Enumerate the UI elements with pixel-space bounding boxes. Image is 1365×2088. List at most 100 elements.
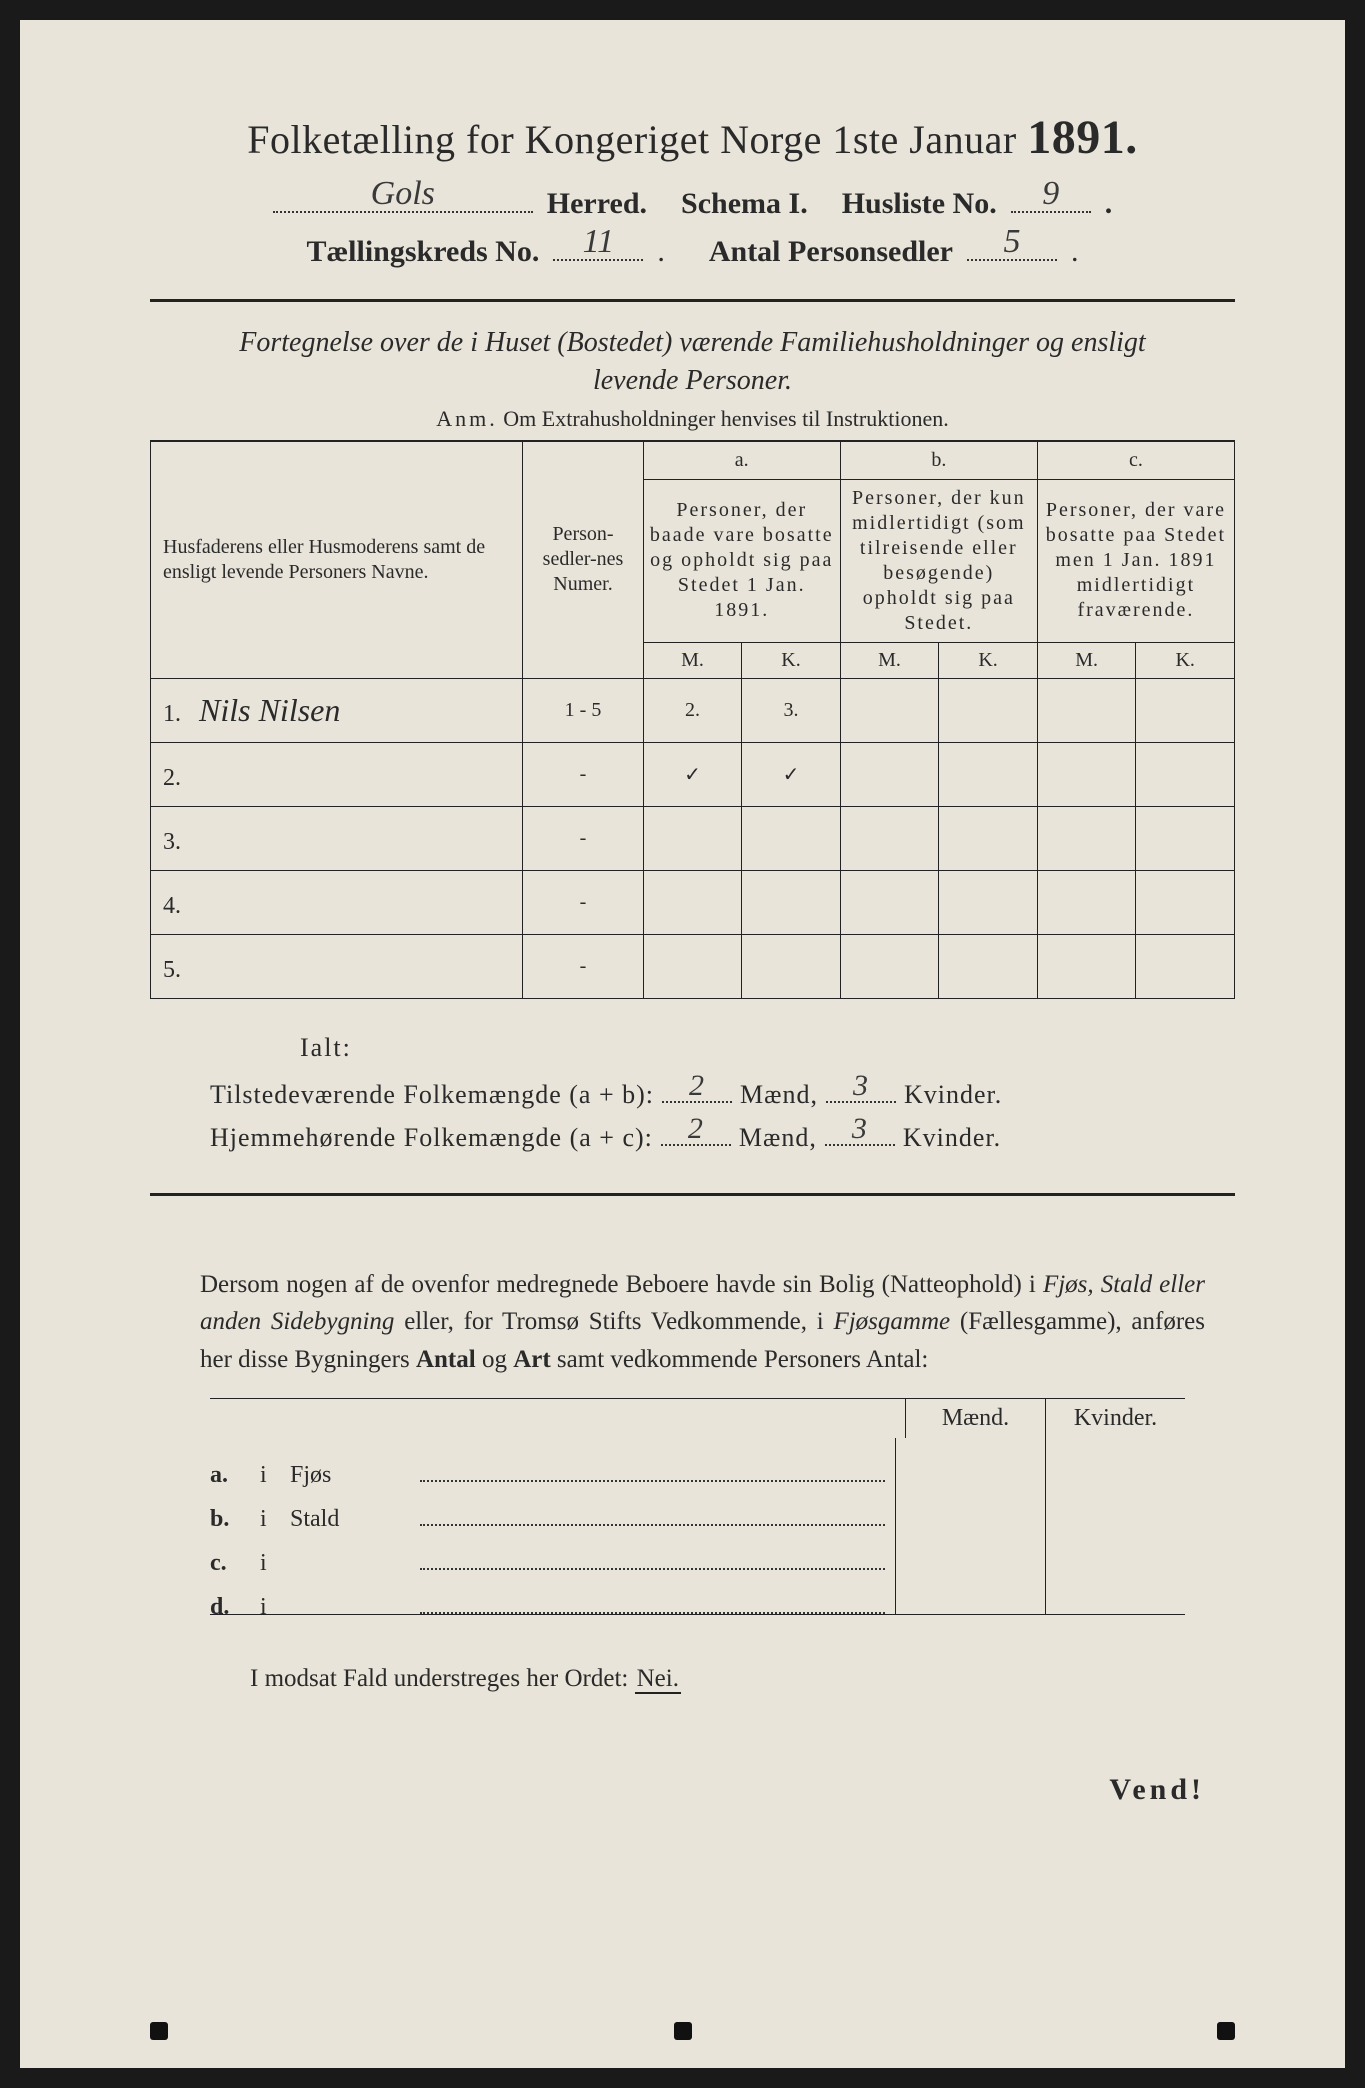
table-row: 5. -: [151, 934, 1235, 998]
nei-word: Nei.: [635, 1665, 681, 1694]
kreds-dot: .: [657, 235, 665, 269]
col-b-label: b.: [840, 441, 1037, 479]
row-name: 3.: [151, 806, 523, 870]
totals-kvinder: Kvinder.: [903, 1123, 1001, 1153]
para-t5: samt vedkommende Personers Antal:: [551, 1346, 929, 1373]
col-a-label: a.: [643, 441, 840, 479]
bygn-lbl: b.: [210, 1506, 250, 1533]
col-a-k: K.: [742, 642, 841, 678]
bygn-k-cell: [1045, 1438, 1185, 1482]
paragraph: Dersom nogen af de ovenfor medregnede Be…: [200, 1266, 1205, 1379]
bygn-dots: [420, 1595, 885, 1614]
row-b-m: [840, 870, 939, 934]
bygn-name: Stald: [290, 1506, 410, 1533]
col-c-m: M.: [1037, 642, 1136, 678]
husliste-value: 9: [1042, 175, 1059, 213]
row-name: 1. Nils Nilsen: [151, 678, 523, 742]
row-c-m: [1037, 934, 1136, 998]
bygn-m-cell: [895, 1526, 1035, 1570]
row-b-m: [840, 806, 939, 870]
bygninger-bottom-rule: [210, 1614, 1185, 1615]
census-form-page: Folketælling for Kongeriget Norge 1ste J…: [20, 20, 1345, 2068]
husliste-label: Husliste No.: [842, 187, 997, 221]
title-prefix: Folketælling for Kongeriget Norge 1ste J…: [247, 117, 1016, 162]
col-name-text: Husfaderens eller Husmoderens samt de en…: [163, 536, 485, 583]
totals-2-label: Hjemmehørende Folkemængde (a + c):: [210, 1123, 653, 1153]
row-a-k: [742, 806, 841, 870]
punch-hole-icon: [1217, 2022, 1235, 2040]
row-c-k: [1136, 806, 1235, 870]
antal-field: 5: [967, 231, 1057, 261]
punch-hole-icon: [150, 2022, 168, 2040]
divider-1: [150, 299, 1235, 302]
para-t2: eller, for Tromsø Stifts Vedkommende, i: [394, 1308, 833, 1335]
bygn-row: d.i: [210, 1570, 1185, 1614]
row-c-m: [1037, 806, 1136, 870]
table-row: 1. Nils Nilsen1 - 52.3.: [151, 678, 1235, 742]
totals-maend: Mænd,: [739, 1123, 817, 1153]
bygn-dots: [420, 1463, 885, 1482]
row-b-k: [939, 678, 1038, 742]
bygn-i: i: [260, 1550, 280, 1577]
table-row: 3. -: [151, 806, 1235, 870]
table-row: 4. -: [151, 870, 1235, 934]
row-b-k: [939, 742, 1038, 806]
totals-2-k-field: 3: [825, 1120, 895, 1146]
row-a-k: [742, 934, 841, 998]
bygn-k-cell: [1045, 1526, 1185, 1570]
row-num: -: [523, 806, 643, 870]
herred-field: Gols: [273, 183, 533, 213]
nei-line: I modsat Fald understreges her Ordet: Ne…: [250, 1665, 1235, 1693]
anm-text: Om Extrahusholdninger henvises til Instr…: [503, 406, 948, 431]
kreds-label: Tællingskreds No.: [307, 235, 540, 269]
herred-value: Gols: [371, 175, 435, 213]
row-b-m: [840, 742, 939, 806]
col-c-label: c.: [1037, 441, 1234, 479]
row-a-m: [643, 870, 742, 934]
row-c-k: [1136, 870, 1235, 934]
bygn-dots: [420, 1507, 885, 1526]
para-b2: Art: [513, 1346, 550, 1373]
col-a-text: Personer, der baade vare bosatte og opho…: [643, 479, 840, 642]
vend-label: Vend!: [150, 1773, 1205, 1807]
main-table: Husfaderens eller Husmoderens samt de en…: [150, 441, 1235, 999]
bygn-m-cell: [895, 1482, 1035, 1526]
bygn-name: Fjøs: [290, 1462, 410, 1489]
husliste-field: 9: [1011, 183, 1091, 213]
totals-1-k-field: 3: [826, 1077, 896, 1103]
bygninger-block: Mænd. Kvinder. a.iFjøsb.iStaldc.id.i: [210, 1398, 1185, 1615]
col-num-header: Person-sedler-nes Numer.: [523, 441, 643, 678]
totals-maend: Mænd,: [740, 1080, 818, 1110]
anm-line: Anm. Om Extrahusholdninger henvises til …: [150, 406, 1235, 432]
row-a-k: [742, 870, 841, 934]
antal-dot: .: [1071, 235, 1079, 269]
nei-text: I modsat Fald understreges her Ordet:: [250, 1665, 635, 1692]
antal-label: Antal Personsedler: [709, 235, 953, 269]
totals-1-label: Tilstedeværende Folkemængde (a + b):: [210, 1080, 654, 1110]
totals-block: Ialt: Tilstedeværende Folkemængde (a + b…: [150, 1033, 1235, 1153]
row-c-k: [1136, 934, 1235, 998]
totals-1-m: 2: [689, 1069, 705, 1103]
kreds-field: 11: [553, 231, 643, 261]
row-num: -: [523, 934, 643, 998]
row-a-m: [643, 934, 742, 998]
row-c-m: [1037, 742, 1136, 806]
row-a-m: [643, 806, 742, 870]
bygn-k-cell: [1045, 1482, 1185, 1526]
kreds-value: 11: [583, 223, 614, 261]
row-b-k: [939, 806, 1038, 870]
col-name-header: Husfaderens eller Husmoderens samt de en…: [151, 441, 523, 678]
bygninger-head: Mænd. Kvinder.: [210, 1398, 1185, 1438]
row-c-k: [1136, 678, 1235, 742]
row-num: -: [523, 870, 643, 934]
col-b-text: Personer, der kun midlertidigt (som tilr…: [840, 479, 1037, 642]
row-name: 5.: [151, 934, 523, 998]
row-c-m: [1037, 870, 1136, 934]
bygn-lbl: d.: [210, 1594, 250, 1621]
col-b-k: K.: [939, 642, 1038, 678]
header-row-1: Gols Herred. Schema I. Husliste No. 9 .: [150, 183, 1235, 221]
herred-label: Herred.: [547, 187, 647, 221]
row-num: 1 - 5: [523, 678, 643, 742]
anm-prefix: Anm.: [436, 406, 498, 431]
bygn-lbl: c.: [210, 1550, 250, 1577]
